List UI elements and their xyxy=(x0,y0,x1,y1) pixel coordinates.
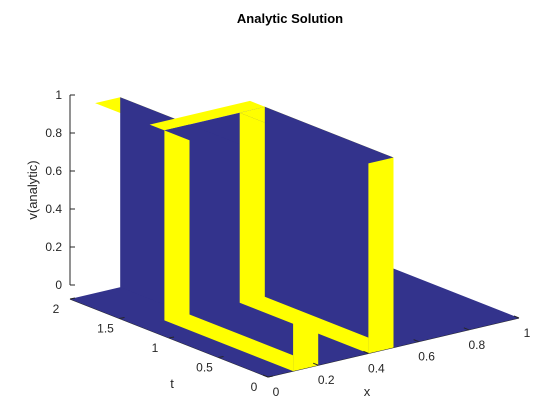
x-tick-mark xyxy=(363,350,369,354)
x-tick-mark xyxy=(413,339,419,343)
wall-side-top-face xyxy=(149,100,265,131)
z-tick-label: 0.6 xyxy=(45,164,62,178)
t-tick-label: 1 xyxy=(152,341,159,355)
z-tick-label: 0.2 xyxy=(45,240,62,254)
x-tick-label: 0.4 xyxy=(368,361,385,375)
x-tick-label: 0.8 xyxy=(468,338,485,352)
z-tick-label: 0 xyxy=(55,278,62,292)
t-tick-mark xyxy=(267,375,274,378)
x-tick-label: 0.6 xyxy=(418,350,435,364)
x-tick-mark xyxy=(513,315,520,319)
t-tick-label: 0 xyxy=(251,380,258,394)
t-tick-label: 1.5 xyxy=(97,322,114,336)
x-axis-label: x xyxy=(364,384,371,399)
t-tick-mark xyxy=(69,297,76,300)
x-tick-mark xyxy=(313,362,319,366)
t-tick-label: 0.5 xyxy=(196,361,213,375)
wall-front-front-face xyxy=(264,106,394,348)
z-tick-label: 1 xyxy=(55,88,62,102)
x-tick-label: 0.2 xyxy=(318,373,335,387)
t-tick-mark xyxy=(218,356,224,358)
t-tick-label: 2 xyxy=(53,302,60,316)
wall-front-end-face xyxy=(368,157,394,354)
t-tick-mark xyxy=(119,317,125,319)
x-tick-mark xyxy=(262,374,269,378)
chart-title: Analytic Solution xyxy=(237,11,343,26)
x-tick-mark xyxy=(463,327,469,331)
x-tick-label: 1 xyxy=(524,326,531,340)
z-tick-label: 0.4 xyxy=(45,202,62,216)
t-tick-mark xyxy=(168,336,175,339)
tick-layer: 0 0.2 0.4 0.6 0.8 1 0 0.2 0.4 0.6 0.8 1 0 0.5 1 1.5 2 xyxy=(45,88,530,399)
t-axis-label: t xyxy=(170,376,174,391)
x-tick-label: 0 xyxy=(273,385,280,399)
surface-layer xyxy=(70,97,519,377)
z-tick-label: 0.8 xyxy=(45,126,62,140)
z-axis-label: v(analytic) xyxy=(25,160,40,219)
